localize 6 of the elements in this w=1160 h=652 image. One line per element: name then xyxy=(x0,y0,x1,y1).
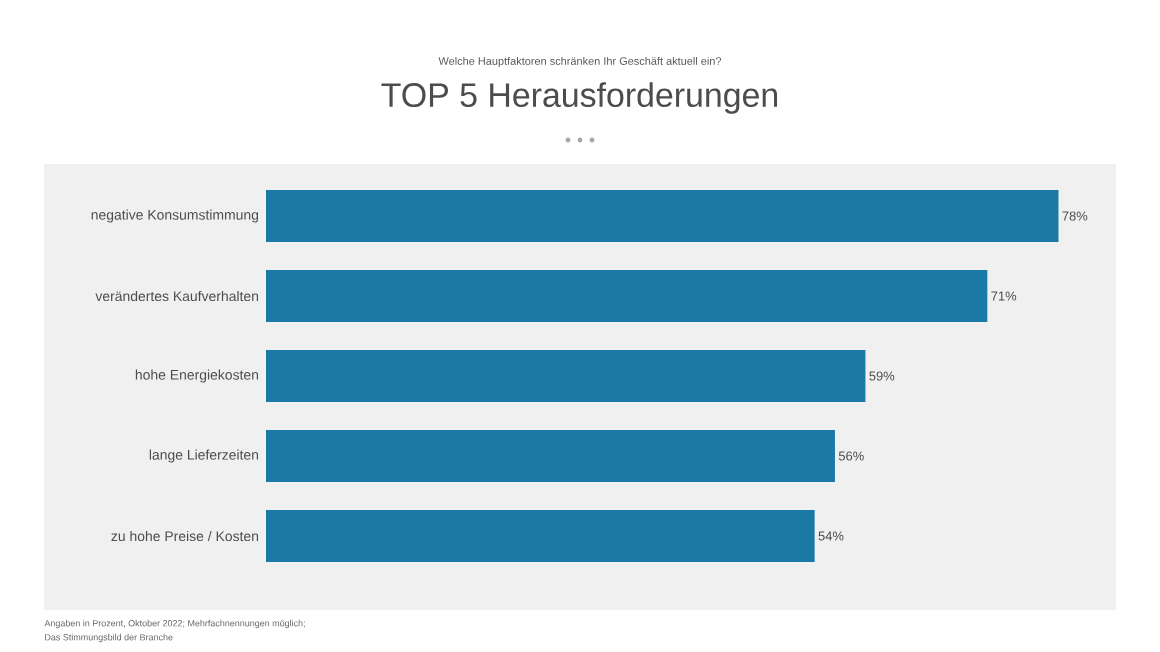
chart-title: TOP 5 Herausforderungen xyxy=(381,82,778,114)
bar xyxy=(266,430,835,483)
bar xyxy=(266,190,1059,243)
bar xyxy=(266,510,815,563)
bar xyxy=(266,270,988,323)
bar xyxy=(266,350,866,403)
